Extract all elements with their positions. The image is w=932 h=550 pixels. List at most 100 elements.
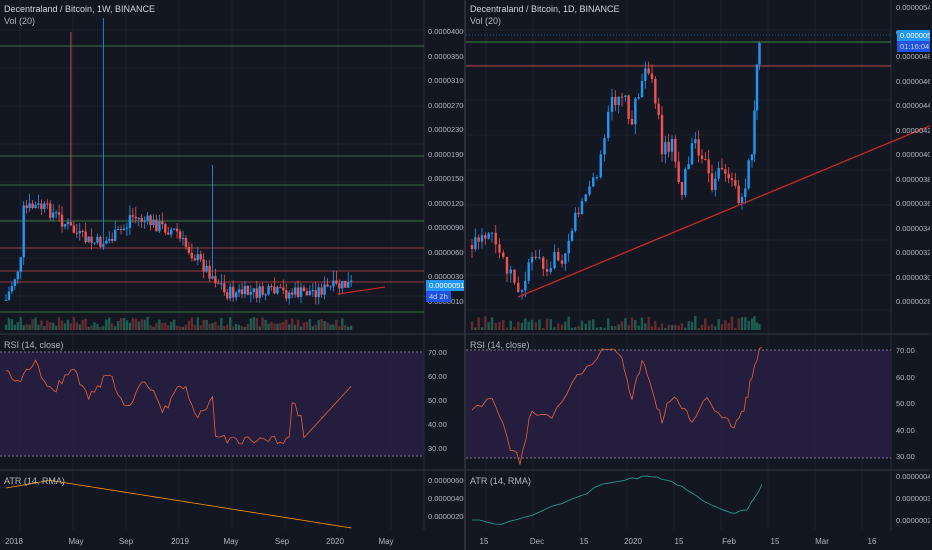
candle-body bbox=[299, 287, 303, 297]
chart-divider[interactable] bbox=[464, 0, 466, 550]
candle-body bbox=[267, 286, 270, 295]
volume-bar bbox=[302, 322, 306, 330]
candle-body bbox=[90, 236, 93, 243]
candle-body bbox=[627, 95, 630, 119]
candle-body bbox=[22, 205, 25, 258]
volume-bar bbox=[184, 324, 188, 330]
time-axis-tick: Sep bbox=[118, 537, 134, 546]
volume-bar bbox=[193, 324, 196, 330]
price-axis-tick: 0.00000300 bbox=[428, 272, 464, 281]
volume-bar bbox=[75, 322, 78, 330]
candle-body bbox=[172, 228, 176, 230]
candle-body bbox=[338, 283, 341, 289]
volume-bar bbox=[99, 326, 102, 330]
volume-bar bbox=[202, 319, 205, 330]
candle-body bbox=[637, 97, 640, 99]
candle-body bbox=[740, 196, 744, 204]
right-chart-panel[interactable]: Decentraland / Bitcoin, 1D, BINANCE Vol … bbox=[466, 0, 930, 550]
volume-bar bbox=[78, 324, 81, 330]
price-axis-tick: 0.00000600 bbox=[428, 476, 464, 485]
candle-body bbox=[570, 230, 574, 241]
volume-bar bbox=[149, 325, 152, 330]
candle-body bbox=[43, 203, 46, 210]
time-axis-tick: 15 bbox=[479, 537, 489, 546]
candle-body bbox=[730, 178, 734, 180]
candle-body bbox=[527, 262, 530, 281]
price-axis-tick: 30.00 bbox=[428, 444, 447, 453]
left-chart-panel[interactable]: Decentraland / Bitcoin, 1W, BINANCE Vol … bbox=[0, 0, 464, 550]
price-axis-tick: 0.00000020 bbox=[896, 516, 930, 525]
volume-bar bbox=[349, 325, 353, 330]
volume-bar bbox=[122, 318, 126, 330]
volume-bar bbox=[143, 319, 146, 330]
volume-bar bbox=[4, 324, 8, 330]
candle-body bbox=[69, 222, 73, 226]
price-axis-tick: 0.00000900 bbox=[428, 223, 464, 232]
volume-bar bbox=[690, 321, 694, 330]
volume-bar bbox=[270, 321, 273, 330]
volume-bar bbox=[704, 318, 707, 330]
candle-body bbox=[557, 251, 560, 261]
time-axis-tick: 2020 bbox=[326, 537, 344, 546]
price-axis-tick: 60.00 bbox=[428, 372, 447, 381]
right-chart-canvas[interactable] bbox=[466, 0, 930, 550]
volume-bar bbox=[520, 322, 524, 330]
candle-body bbox=[534, 256, 537, 258]
candle-body bbox=[111, 238, 114, 241]
volume-bar bbox=[758, 324, 761, 330]
candle-body bbox=[335, 280, 338, 284]
left-chart-canvas[interactable] bbox=[0, 0, 464, 550]
candle-body bbox=[19, 257, 22, 272]
candle-body bbox=[580, 201, 584, 215]
volume-bar bbox=[730, 316, 734, 330]
candle-body bbox=[205, 265, 208, 272]
volume-bar bbox=[474, 327, 477, 330]
price-axis-tick: 0.00000284 bbox=[896, 297, 930, 306]
volume-bar bbox=[190, 317, 194, 330]
volume-bar bbox=[249, 318, 253, 330]
volume-bar bbox=[480, 327, 484, 330]
candle-body bbox=[164, 224, 167, 233]
right-countdown-tag: 01:16:04 bbox=[897, 41, 930, 52]
volume-bar bbox=[680, 323, 684, 330]
candle-body bbox=[744, 188, 747, 197]
candle-body bbox=[229, 286, 232, 299]
candle-body bbox=[714, 178, 717, 190]
volume-bar bbox=[592, 319, 595, 330]
volume-bar bbox=[264, 319, 267, 330]
candle-body bbox=[211, 276, 214, 279]
volume-bar bbox=[484, 316, 487, 330]
volume-bar bbox=[155, 323, 158, 330]
candle-body bbox=[170, 229, 173, 235]
volume-bar bbox=[599, 326, 602, 330]
candle-body bbox=[108, 238, 111, 241]
candle-body bbox=[175, 228, 179, 232]
candle-body bbox=[677, 161, 680, 183]
volume-bar bbox=[538, 319, 541, 330]
volume-bar bbox=[299, 326, 303, 330]
candle-body bbox=[704, 158, 707, 160]
candle-body bbox=[588, 186, 591, 195]
candle-body bbox=[724, 169, 727, 174]
volume-bar bbox=[564, 321, 567, 330]
candle-body bbox=[273, 286, 276, 294]
candle-body bbox=[246, 286, 250, 295]
volume-bar bbox=[527, 321, 530, 330]
volume-bar bbox=[240, 326, 244, 330]
candle-body bbox=[199, 254, 202, 260]
volume-bar bbox=[170, 321, 173, 330]
volume-bar bbox=[131, 317, 135, 330]
candle-body bbox=[146, 215, 149, 221]
candle-body bbox=[178, 231, 182, 239]
volume-bar bbox=[753, 316, 756, 330]
candle-body bbox=[329, 286, 332, 288]
candle-body bbox=[66, 222, 70, 225]
candle-body bbox=[54, 212, 58, 214]
candle-body bbox=[190, 252, 194, 259]
candle-body bbox=[116, 229, 120, 231]
candle-body bbox=[758, 42, 761, 65]
price-axis-tick: 40.00 bbox=[428, 420, 447, 429]
candle-body bbox=[134, 216, 137, 219]
